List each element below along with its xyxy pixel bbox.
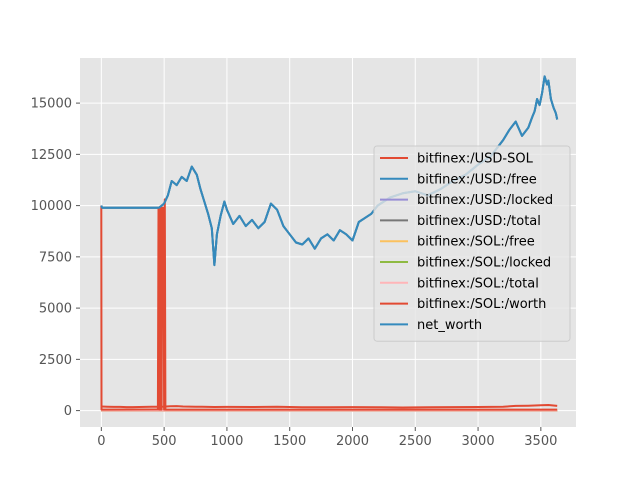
y-tick-label: 2500 <box>39 353 72 368</box>
y-tick-label: 7500 <box>39 250 72 265</box>
y-axis: 0 2500 5000 7500 10000 12500 15000 <box>31 97 80 419</box>
legend-label: bitfinex:/USD:/locked <box>417 193 553 208</box>
legend-label: bitfinex:/USD:/total <box>417 214 541 229</box>
legend-label: bitfinex:/SOL:/free <box>417 235 535 250</box>
x-tick-label: 1500 <box>273 434 306 449</box>
legend-label: bitfinex:/USD-SOL <box>417 152 534 167</box>
legend-label: bitfinex:/USD:/free <box>417 172 537 187</box>
series-lines <box>100 75 559 412</box>
series-line-net-worth <box>100 75 559 267</box>
y-tick-label: 5000 <box>39 302 72 317</box>
x-axis: 0 500 1000 1500 2000 2500 3000 3500 <box>97 427 557 449</box>
y-tick-label: 12500 <box>31 148 72 163</box>
series-line-bitfinex-usd-sol <box>101 404 558 409</box>
legend-box <box>373 145 571 342</box>
x-tick-label: 500 <box>152 434 177 449</box>
x-tick-label: 1000 <box>210 434 243 449</box>
y-tick-label: 0 <box>64 404 72 419</box>
legend-label: bitfinex:/SOL:/worth <box>417 297 546 312</box>
legend: bitfinex:/USD-SOL bitfinex:/USD:/free bitf… <box>373 145 571 342</box>
legend-label: bitfinex:/SOL:/locked <box>417 256 551 271</box>
x-tick-label: 3000 <box>462 434 495 449</box>
x-tick-label: 3500 <box>524 434 557 449</box>
y-tick-label: 10000 <box>31 199 72 214</box>
legend-label: bitfinex:/SOL:/total <box>417 276 539 291</box>
x-tick-label: 0 <box>97 434 105 449</box>
x-tick-label: 2500 <box>399 434 432 449</box>
series-line-bitfinex-sol-worth <box>100 198 558 411</box>
y-tick-label: 15000 <box>31 97 72 112</box>
x-tick-label: 2000 <box>336 434 369 449</box>
legend-label: net_worth <box>417 318 482 333</box>
